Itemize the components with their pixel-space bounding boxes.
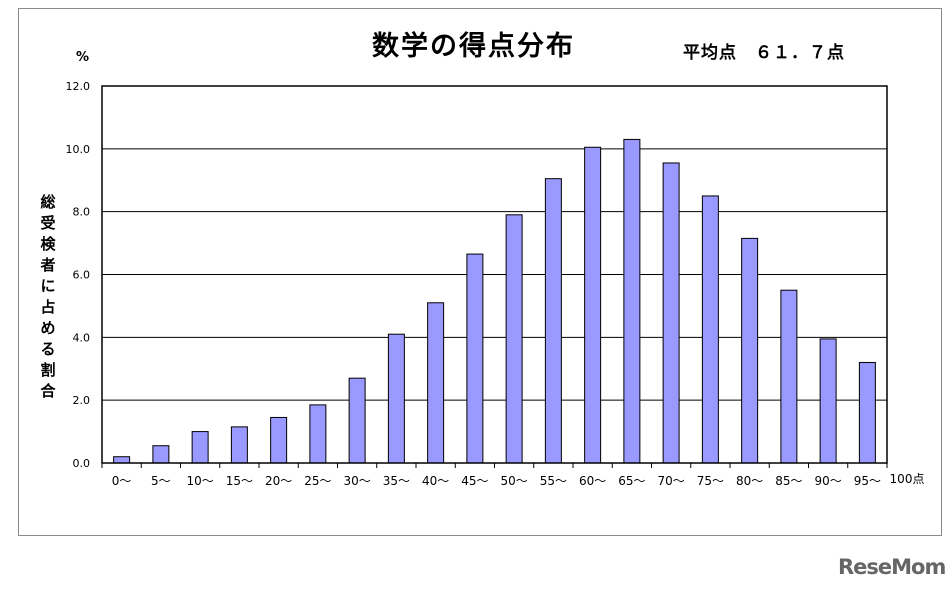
bar — [309, 404, 327, 464]
x-tick-label: 25～ — [304, 474, 331, 488]
x-end-label: 100点 — [890, 472, 925, 486]
y-axis-label-char: 占 — [40, 298, 56, 316]
average-score: 平均点 ６１．７点 — [683, 43, 845, 63]
x-tick-label: 85～ — [775, 474, 802, 488]
y-tick-label: 10.0 — [66, 143, 91, 156]
bar — [701, 195, 719, 464]
resemom-logo: ReseMom — [838, 555, 946, 579]
bar — [113, 456, 131, 464]
bar — [623, 138, 641, 464]
y-tick-label: 0.0 — [73, 457, 91, 470]
bar — [505, 214, 523, 464]
y-axis-label-char: め — [40, 319, 56, 337]
y-unit-label: % — [76, 50, 90, 65]
x-tick-label: 90～ — [814, 474, 841, 488]
x-tick-label: 50～ — [500, 474, 527, 488]
bar — [191, 431, 209, 464]
y-tick-label: 12.0 — [66, 80, 91, 93]
x-tick-label: 60～ — [579, 474, 606, 488]
chart-title: 数学の得点分布 — [372, 31, 575, 62]
x-tick-label: 5～ — [151, 474, 171, 488]
y-axis-label-char: に — [40, 277, 56, 295]
bar — [819, 338, 837, 464]
bar — [152, 445, 170, 464]
bar — [662, 162, 680, 464]
y-axis-label-char: 割 — [40, 361, 56, 379]
bar — [858, 361, 876, 464]
x-tick-label: 30～ — [343, 474, 370, 488]
x-tick-label: 45～ — [461, 474, 488, 488]
y-axis-label-char: 総 — [40, 193, 56, 211]
y-axis-label: 総受検者に占める割合 — [38, 192, 58, 402]
bar — [230, 426, 248, 464]
x-tick-label: 55～ — [540, 474, 567, 488]
y-tick-label: 4.0 — [73, 331, 91, 344]
bar — [427, 302, 445, 464]
x-tick-label: 10～ — [186, 474, 213, 488]
y-axis-label-char: 合 — [40, 382, 56, 400]
x-tick-label: 65～ — [618, 474, 645, 488]
y-tick-label: 6.0 — [73, 269, 91, 282]
bar — [584, 146, 602, 464]
bar — [466, 253, 484, 464]
y-tick-label: 8.0 — [73, 206, 91, 219]
y-axis-label-char: 検 — [40, 235, 56, 253]
y-axis-label-char: 受 — [40, 214, 56, 232]
bar — [780, 289, 798, 464]
x-tick-label: 40～ — [422, 474, 449, 488]
y-tick-label: 2.0 — [73, 394, 91, 407]
x-tick-label: 80～ — [736, 474, 763, 488]
bar — [270, 416, 288, 464]
x-tick-label: 35～ — [383, 474, 410, 488]
bar — [741, 237, 759, 464]
x-tick-label: 75～ — [697, 474, 724, 488]
bar — [544, 178, 562, 464]
x-tick-label: 70～ — [657, 474, 684, 488]
bar — [348, 377, 366, 464]
y-axis-label-char: 者 — [40, 256, 56, 274]
bar — [387, 333, 405, 464]
x-tick-label: 20～ — [265, 474, 292, 488]
x-tick-label: 95～ — [854, 474, 881, 488]
x-tick-label: 15～ — [226, 474, 253, 488]
y-axis-label-char: る — [40, 340, 56, 358]
x-tick-label: 0～ — [112, 474, 132, 488]
